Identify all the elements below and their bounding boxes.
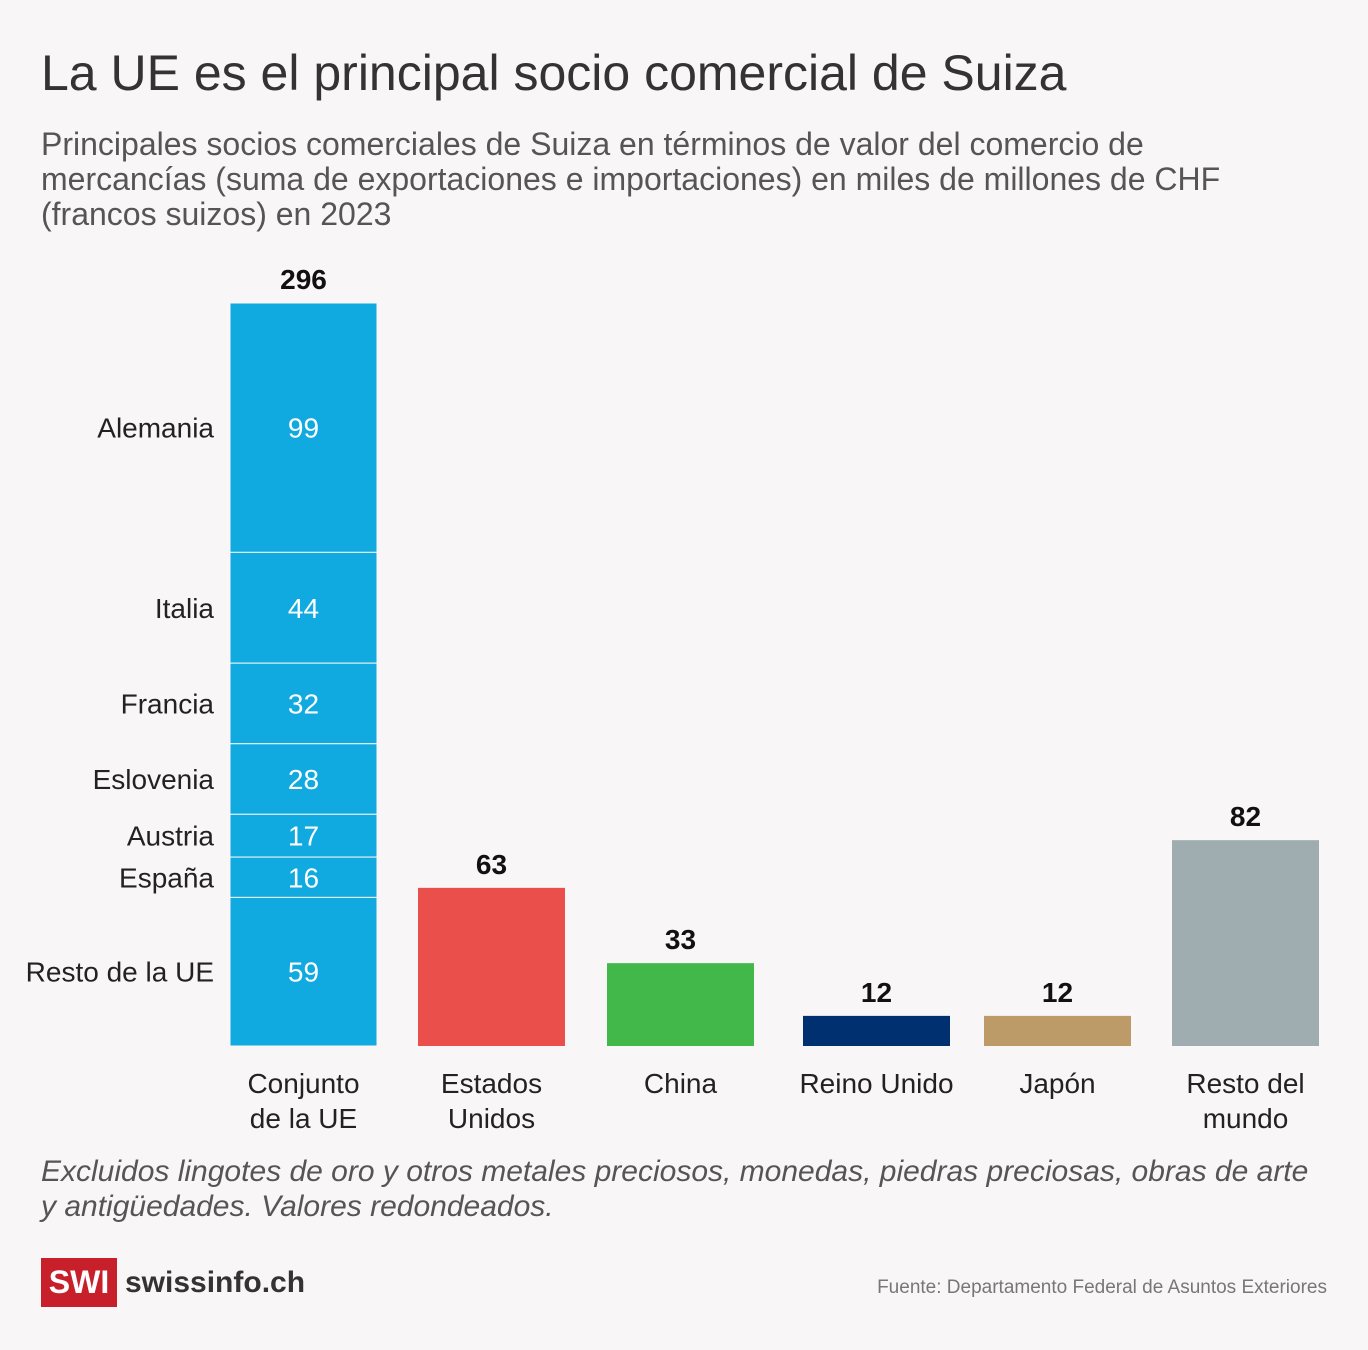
category-label: Reino Unido bbox=[799, 1068, 953, 1099]
chart-title: La UE es el principal socio comercial de… bbox=[41, 45, 1067, 101]
segment-value-label: 59 bbox=[288, 957, 319, 988]
segment-value-label: 17 bbox=[288, 821, 319, 852]
logo-text: swissinfo.ch bbox=[125, 1265, 306, 1299]
segment-name-label: Austria bbox=[127, 821, 215, 852]
segment-value-label: 32 bbox=[288, 688, 319, 719]
bar-value-label: 12 bbox=[1042, 977, 1073, 1008]
segment-value-label: 16 bbox=[288, 862, 319, 893]
segment-value-label: 99 bbox=[288, 413, 319, 444]
bar bbox=[418, 887, 565, 1046]
category-label: Unidos bbox=[448, 1103, 535, 1134]
chart-subtitle: Principales socios comerciales de Suiza … bbox=[41, 126, 1221, 232]
category-label: de la UE bbox=[250, 1103, 357, 1134]
footnote: Excluidos lingotes de oro y otros metale… bbox=[41, 1155, 1309, 1223]
bar-segment-3 bbox=[229, 743, 378, 815]
bar-value-label: 33 bbox=[665, 924, 696, 955]
segment-value-label: 44 bbox=[288, 593, 319, 624]
segment-name-label: España bbox=[119, 862, 214, 893]
bar-value-label: 12 bbox=[861, 977, 892, 1008]
bar-segment-1 bbox=[229, 551, 378, 664]
category-label: Estados bbox=[441, 1068, 542, 1099]
logo-badge: SWI bbox=[41, 1258, 117, 1307]
bar bbox=[984, 1015, 1131, 1046]
source-text: Fuente: Departamento Federal de Asuntos … bbox=[877, 1277, 1327, 1298]
segment-name-label: Resto de la UE bbox=[26, 957, 214, 988]
category-label: mundo bbox=[1203, 1103, 1289, 1134]
bar-chart: 99 Alemania 44 Italia 32 Francia 28 Eslovenia 17… bbox=[26, 264, 1319, 1134]
category-label: Resto del bbox=[1186, 1068, 1304, 1099]
bar-segment-6 bbox=[229, 896, 378, 1047]
bar-value-label: 63 bbox=[476, 849, 507, 880]
bar-value-label: 296 bbox=[280, 264, 327, 295]
category-label: Japón bbox=[1019, 1068, 1095, 1099]
segment-name-label: Alemania bbox=[97, 413, 214, 444]
bar bbox=[1172, 840, 1319, 1046]
segment-name-label: Italia bbox=[155, 593, 215, 624]
bar bbox=[803, 1015, 950, 1046]
segment-name-label: Francia bbox=[121, 688, 215, 719]
swissinfo-logo: SWI swissinfo.ch bbox=[41, 1258, 305, 1307]
category-label: Conjunto bbox=[247, 1068, 359, 1099]
bar-segment-2 bbox=[229, 662, 378, 745]
segment-name-label: Eslovenia bbox=[93, 764, 215, 795]
bar-value-label: 82 bbox=[1230, 801, 1261, 832]
segment-value-label: 28 bbox=[288, 764, 319, 795]
bar bbox=[607, 963, 754, 1046]
category-label: China bbox=[644, 1068, 718, 1099]
bar-segment-0 bbox=[229, 302, 378, 553]
